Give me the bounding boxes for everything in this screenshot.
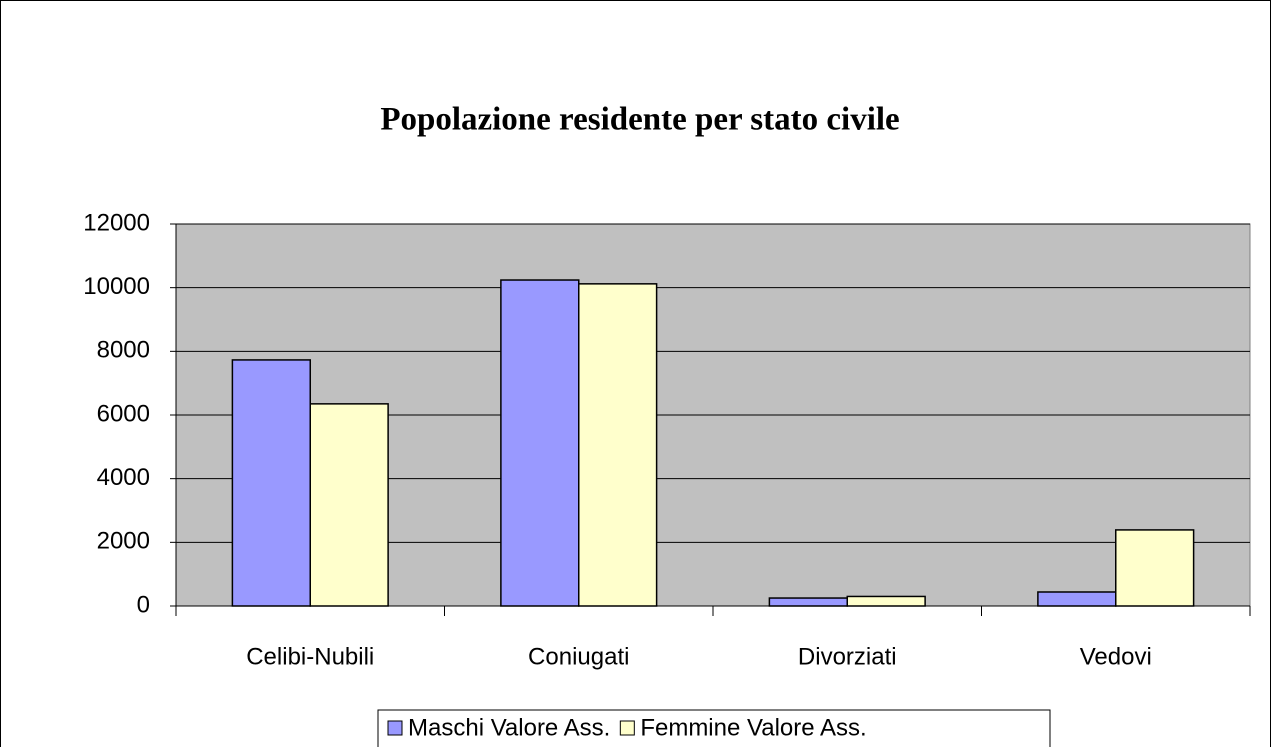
legend-swatch bbox=[387, 720, 403, 736]
bar bbox=[578, 283, 658, 607]
chart-title: Popolazione residente per stato civile bbox=[380, 102, 899, 138]
x-tick-label: Divorziati bbox=[798, 643, 897, 670]
y-tick-label: 6000 bbox=[97, 400, 150, 427]
legend-label: Maschi Valore Ass. bbox=[408, 714, 610, 741]
y-tick-label: 10000 bbox=[83, 273, 150, 300]
y-tick-label: 4000 bbox=[97, 464, 150, 491]
y-tick-label: 8000 bbox=[97, 337, 150, 364]
y-tick-label: 12000 bbox=[83, 209, 150, 236]
bar bbox=[309, 403, 389, 607]
y-tick-label: 0 bbox=[137, 591, 150, 618]
x-tick-label: Vedovi bbox=[1080, 643, 1152, 670]
bar bbox=[1115, 529, 1195, 607]
bar bbox=[1037, 591, 1117, 607]
bar bbox=[768, 597, 849, 607]
legend-label: Femmine Valore Ass. bbox=[640, 714, 866, 741]
legend-swatch bbox=[619, 720, 635, 736]
bar bbox=[231, 359, 311, 607]
bar bbox=[500, 279, 580, 607]
legend-box bbox=[377, 709, 1051, 747]
y-tick-label: 2000 bbox=[97, 528, 150, 555]
x-tick-label: Celibi-Nubili bbox=[246, 643, 374, 670]
bar bbox=[846, 595, 926, 607]
x-tick-label: Coniugati bbox=[528, 643, 629, 670]
